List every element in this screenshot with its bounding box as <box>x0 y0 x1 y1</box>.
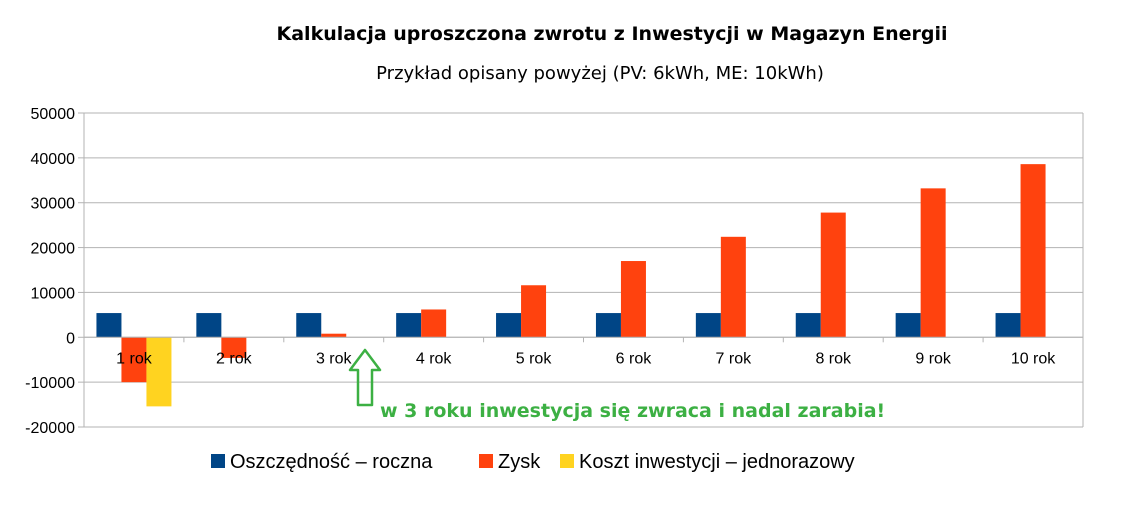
bar-zysk-3 <box>321 333 347 338</box>
x-category-label: 9 rok <box>915 350 952 367</box>
bar-oszczednosc-3 <box>296 313 322 338</box>
y-tick-label: 40000 <box>31 151 76 168</box>
bar-oszczednosc-6 <box>595 313 621 338</box>
legend-swatch-koszt <box>560 454 574 468</box>
bar-zysk-1 <box>121 337 147 383</box>
y-tick-label: 50000 <box>31 106 76 123</box>
x-category-label: 5 rok <box>516 350 553 367</box>
bar-zysk-4 <box>421 309 447 338</box>
bar-oszczednosc-1 <box>96 313 122 338</box>
legend-label-zysk: Zysk <box>498 451 541 473</box>
annotation: w 3 roku inwestycja się zwraca i nadal z… <box>348 348 885 422</box>
chart-title: Kalkulacja uproszczona zwrotu z Inwestyc… <box>277 23 948 45</box>
y-axis-ticks: 50000 40000 30000 20000 10000 0 -10000 -20000 <box>25 106 84 437</box>
bar-oszczednosc-2 <box>196 313 222 338</box>
x-category-label: 4 rok <box>416 350 453 367</box>
bar-oszczednosc-9 <box>895 313 921 338</box>
legend-swatch-oszczednosc <box>211 454 225 468</box>
y-tick-label: -20000 <box>25 420 75 437</box>
x-category-label: 3 rok <box>316 350 353 367</box>
bar-zysk-9 <box>920 188 946 338</box>
legend: Oszczędność – roczna Zysk Koszt inwestyc… <box>211 451 855 473</box>
bar-zysk-5 <box>521 285 547 338</box>
legend-label-koszt: Koszt inwestycji – jednorazowy <box>579 451 855 473</box>
y-tick-label: -10000 <box>25 375 75 392</box>
bar-zysk-8 <box>820 212 846 338</box>
x-category-label: 7 rok <box>716 350 753 367</box>
x-category-label: 8 rok <box>815 350 852 367</box>
x-axis-categories: 1 rok 2 rok 3 rok 4 rok 5 rok 6 rok 7 rok 8 rok… <box>116 350 1056 367</box>
bar-oszczednosc-5 <box>496 313 522 338</box>
x-category-label: 6 rok <box>616 350 653 367</box>
x-category-label: 1 rok <box>116 350 153 367</box>
bar-zysk-10 <box>1020 164 1046 338</box>
bar-oszczednosc-10 <box>995 313 1021 338</box>
bar-oszczednosc-7 <box>695 313 721 338</box>
y-tick-label: 0 <box>66 330 75 347</box>
y-tick-label: 30000 <box>31 196 76 213</box>
bars <box>96 164 1046 407</box>
x-category-label: 2 rok <box>216 350 253 367</box>
y-tick-label: 10000 <box>31 285 76 302</box>
chart-subtitle: Przykład opisany powyżej (PV: 6kWh, ME: … <box>376 63 824 84</box>
annotation-text: w 3 roku inwestycja się zwraca i nadal z… <box>380 400 885 422</box>
bar-koszt-1 <box>146 337 172 407</box>
bar-oszczednosc-8 <box>795 313 821 338</box>
bar-zysk-2 <box>221 337 247 358</box>
bar-zysk-7 <box>720 236 746 338</box>
legend-label-oszczednosc: Oszczędność – roczna <box>230 451 433 473</box>
axes <box>83 113 1084 427</box>
bar-oszczednosc-4 <box>396 313 422 338</box>
x-category-label: 10 rok <box>1011 350 1056 367</box>
annotation-up-arrow <box>348 348 382 407</box>
legend-swatch-zysk <box>479 454 493 468</box>
bar-zysk-6 <box>620 261 646 338</box>
y-tick-label: 20000 <box>31 241 76 258</box>
